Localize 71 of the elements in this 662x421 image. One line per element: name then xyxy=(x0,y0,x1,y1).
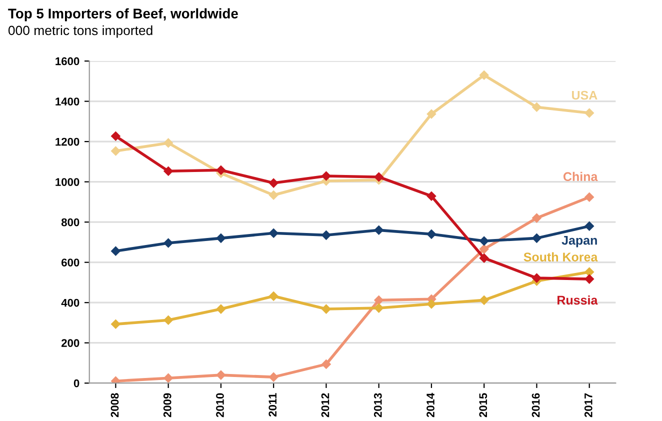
point xyxy=(164,315,173,325)
point xyxy=(374,296,384,305)
point xyxy=(532,234,542,243)
point xyxy=(426,191,436,201)
point xyxy=(216,370,226,380)
point xyxy=(532,213,542,223)
point xyxy=(374,226,384,235)
chart-subtitle: 000 metric tons imported xyxy=(8,25,152,38)
series-label: Russia xyxy=(558,295,598,305)
point xyxy=(584,221,594,231)
point xyxy=(111,246,120,256)
y-tick-label: 600 xyxy=(62,258,80,266)
y-tick-label: 800 xyxy=(61,218,80,226)
point xyxy=(164,373,173,383)
x-tick-label: 2014 xyxy=(426,392,434,418)
series-label: Japan xyxy=(562,236,597,248)
point xyxy=(479,296,489,305)
point xyxy=(322,230,331,240)
point xyxy=(322,171,331,181)
point xyxy=(268,292,278,301)
x-tick-label: 2017 xyxy=(584,393,592,418)
point xyxy=(479,253,489,263)
point xyxy=(584,108,594,118)
x-tick-label: 2015 xyxy=(479,393,488,418)
y-tick-label: 200 xyxy=(61,339,80,347)
point xyxy=(584,267,594,277)
point xyxy=(164,238,173,248)
point xyxy=(111,132,120,141)
x-tick-label: 2012 xyxy=(321,393,330,418)
point xyxy=(268,178,278,188)
point xyxy=(532,102,542,112)
point xyxy=(111,376,120,384)
series-label: China xyxy=(563,172,598,182)
point xyxy=(111,146,120,156)
y-tick-label: 1200 xyxy=(56,138,80,146)
y-tick-label: 1000 xyxy=(56,178,80,186)
point xyxy=(426,299,436,309)
x-tick-label: 2010 xyxy=(216,393,224,418)
point xyxy=(479,244,489,254)
x-tick-label: 2011 xyxy=(268,393,277,417)
x-tick-label: 2013 xyxy=(374,393,382,418)
x-tick-label: 2008 xyxy=(110,393,119,418)
chart-title: Top 5 Importers of Beef, worldwide xyxy=(8,8,238,22)
point xyxy=(479,236,489,246)
point xyxy=(216,166,226,175)
point xyxy=(164,138,173,148)
point xyxy=(584,274,594,284)
point xyxy=(426,109,436,119)
x-tick-label: 2016 xyxy=(532,393,540,418)
point xyxy=(584,192,594,202)
point xyxy=(164,166,173,176)
y-tick-label: 0 xyxy=(74,379,80,388)
point xyxy=(479,70,489,80)
point xyxy=(216,304,226,314)
point xyxy=(268,228,278,238)
point xyxy=(374,303,384,313)
series-label: South Korea xyxy=(524,252,598,262)
point xyxy=(216,234,226,243)
y-tick-label: 1600 xyxy=(56,57,80,66)
point xyxy=(374,172,384,182)
y-tick-label: 400 xyxy=(61,298,80,307)
series-label: USA xyxy=(572,90,598,100)
point xyxy=(322,360,331,369)
point xyxy=(111,320,120,329)
point xyxy=(322,304,331,314)
point xyxy=(268,190,278,200)
y-tick-label: 1400 xyxy=(56,98,80,106)
point xyxy=(532,273,542,283)
x-tick-label: 2009 xyxy=(163,393,172,418)
point xyxy=(426,230,436,239)
point xyxy=(268,372,278,382)
